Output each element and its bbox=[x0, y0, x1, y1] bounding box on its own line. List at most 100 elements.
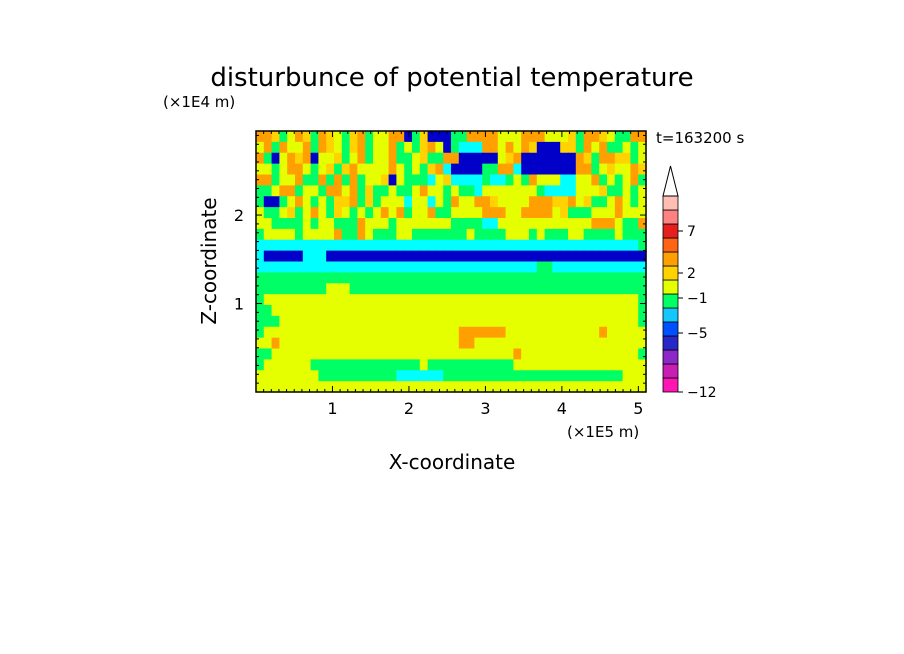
field-cell bbox=[443, 294, 452, 306]
field-cell bbox=[474, 207, 483, 219]
field-cell bbox=[536, 370, 546, 382]
field-cell bbox=[396, 315, 405, 328]
field-cell bbox=[458, 326, 468, 339]
field-cell bbox=[630, 359, 639, 371]
field-cell bbox=[490, 174, 499, 186]
field-cell bbox=[458, 239, 468, 252]
colorbar-swatch bbox=[662, 223, 679, 239]
field-cell bbox=[451, 131, 460, 143]
field-cell bbox=[583, 294, 592, 306]
field-cell bbox=[638, 348, 647, 360]
field-cell bbox=[575, 294, 585, 306]
field-cell bbox=[614, 326, 624, 339]
field-cell bbox=[256, 283, 265, 295]
field-cell bbox=[451, 305, 460, 317]
field-cell bbox=[295, 152, 304, 165]
field-cell bbox=[458, 218, 468, 230]
field-cell bbox=[419, 326, 429, 339]
field-cell bbox=[458, 272, 468, 284]
field-cell bbox=[349, 326, 358, 339]
field-cell bbox=[497, 250, 507, 263]
field-cell bbox=[357, 163, 366, 176]
field-cell bbox=[263, 141, 273, 154]
field-cell bbox=[536, 337, 546, 350]
field-cell bbox=[529, 272, 538, 284]
field-cell bbox=[466, 152, 475, 165]
field-cell bbox=[373, 381, 382, 393]
field-cell bbox=[412, 196, 421, 208]
field-cell bbox=[536, 250, 546, 263]
field-cell bbox=[607, 152, 616, 165]
field-cell bbox=[279, 185, 288, 197]
field-cell bbox=[256, 326, 265, 339]
field-cell bbox=[505, 370, 514, 382]
field-cell bbox=[435, 359, 444, 371]
field-cell bbox=[466, 141, 475, 154]
field-cell bbox=[349, 315, 358, 328]
field-cell bbox=[287, 370, 296, 382]
field-cell bbox=[607, 359, 616, 371]
field-cell bbox=[271, 283, 280, 295]
field-cell bbox=[310, 283, 319, 295]
field-cell bbox=[458, 228, 468, 241]
field-cell bbox=[318, 283, 327, 295]
field-cell bbox=[638, 196, 647, 208]
field-cell bbox=[482, 185, 491, 197]
field-cell bbox=[568, 239, 577, 252]
field-cell bbox=[380, 185, 390, 197]
field-cell bbox=[373, 174, 382, 186]
field-cell bbox=[295, 337, 304, 350]
field-cell bbox=[341, 152, 351, 165]
field-cell bbox=[295, 185, 304, 197]
field-cell bbox=[583, 381, 592, 393]
field-cell bbox=[318, 359, 327, 371]
field-cell bbox=[388, 163, 397, 176]
field-cell bbox=[349, 207, 358, 219]
field-cell bbox=[443, 283, 452, 295]
field-cell bbox=[349, 152, 358, 165]
field-cell bbox=[263, 261, 273, 273]
field-cell bbox=[380, 315, 390, 328]
field-cell bbox=[263, 348, 273, 360]
time-label: t=163200 s bbox=[656, 129, 744, 147]
field-cell bbox=[380, 228, 390, 241]
field-cell bbox=[568, 272, 577, 284]
field-cell bbox=[568, 185, 577, 197]
field-cell bbox=[365, 185, 374, 197]
field-cell bbox=[318, 218, 327, 230]
field-cell bbox=[271, 370, 280, 382]
field-cell bbox=[560, 152, 569, 165]
field-cell bbox=[630, 348, 639, 360]
field-cell bbox=[435, 228, 444, 241]
field-cell bbox=[349, 381, 358, 393]
field-cell bbox=[435, 152, 444, 165]
field-cell bbox=[279, 326, 288, 339]
field-cell bbox=[529, 196, 538, 208]
field-cell bbox=[544, 185, 553, 197]
field-cell bbox=[599, 305, 608, 317]
field-cell bbox=[310, 152, 319, 165]
field-cell bbox=[552, 348, 561, 360]
field-cell bbox=[536, 381, 546, 393]
field-cell bbox=[388, 228, 397, 241]
field-cell bbox=[622, 294, 631, 306]
field-cell bbox=[310, 261, 319, 273]
field-cell bbox=[435, 370, 444, 382]
field-cell bbox=[466, 315, 475, 328]
field-cell bbox=[513, 131, 522, 143]
field-cell bbox=[365, 250, 374, 263]
field-cell bbox=[396, 218, 405, 230]
field-cell bbox=[505, 207, 514, 219]
field-cell bbox=[607, 348, 616, 360]
field-cell bbox=[505, 218, 514, 230]
field-cell bbox=[435, 261, 444, 273]
field-cell bbox=[443, 261, 452, 273]
field-cell bbox=[622, 250, 631, 263]
field-cell bbox=[638, 305, 647, 317]
field-cell bbox=[575, 283, 585, 295]
field-cell bbox=[458, 315, 468, 328]
field-cell bbox=[443, 207, 452, 219]
field-cell bbox=[334, 250, 343, 263]
field-cell bbox=[529, 359, 538, 371]
field-cell bbox=[622, 315, 631, 328]
